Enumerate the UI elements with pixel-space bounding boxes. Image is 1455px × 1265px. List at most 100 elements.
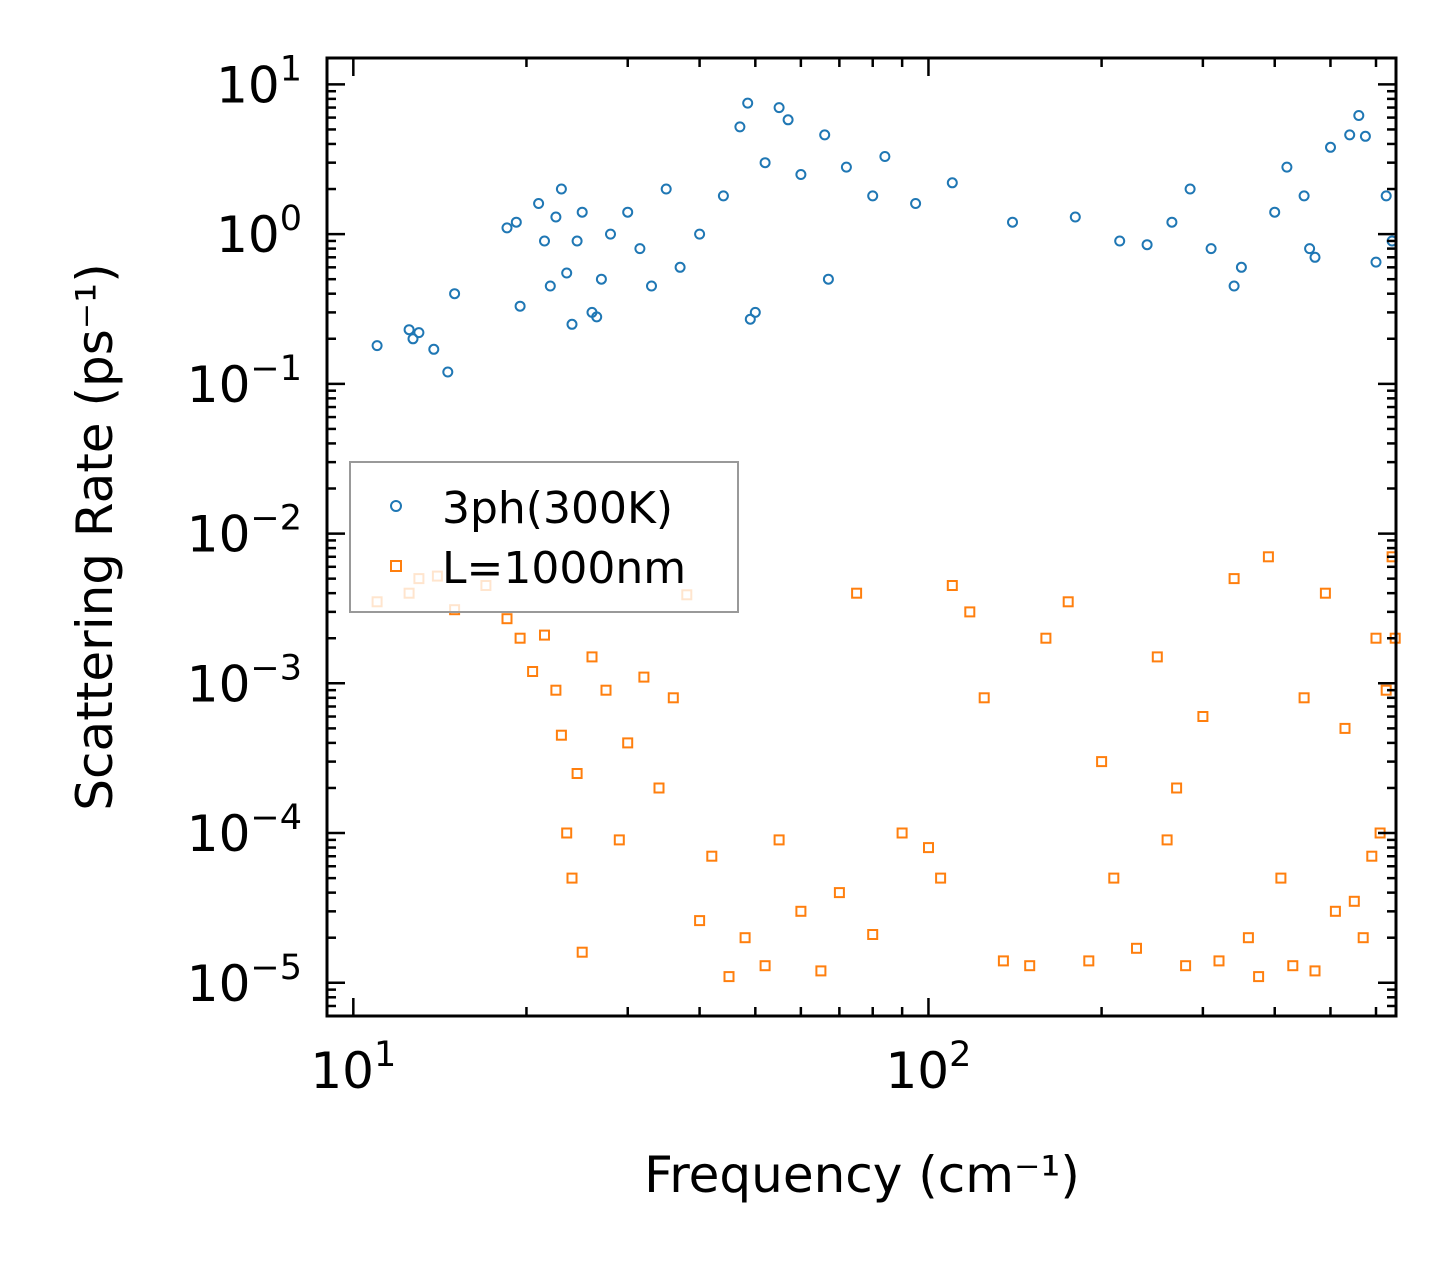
data-point [1235,261,1247,273]
data-point [706,850,718,862]
data-point [1213,955,1225,967]
data-point [653,782,665,794]
data-point [1096,756,1108,768]
series-3ph [371,97,1398,378]
data-point [622,737,634,749]
data-point [1171,782,1183,794]
data-point [1184,183,1196,195]
data-point [514,300,526,312]
data-point [1275,872,1287,884]
data-point [407,333,419,345]
data-point [851,587,863,599]
data-point [449,288,461,300]
data-point [840,161,852,173]
data-point [1309,251,1321,263]
data-point [815,965,827,977]
data-point [1269,206,1281,218]
data-point [371,340,383,352]
y-axis-title: Scattering Rate (ps⁻¹) [66,263,124,810]
data-point [964,606,976,618]
data-point [782,114,794,126]
data-point [1281,161,1293,173]
tick-layer [327,58,1396,1018]
data-point [634,243,646,255]
y-tick-label: 10−3 [187,648,302,713]
data-point [1309,965,1321,977]
data-point [1108,872,1120,884]
data-point [571,768,583,779]
data-point [694,228,706,240]
data-point [539,629,550,641]
label-layer: 101 102 101 100 10−1 10−2 10−3 10−4 10−5 [187,49,972,1100]
data-point [1228,280,1240,292]
data-point [867,929,879,940]
data-point [646,280,657,292]
y-tick-label: 10−2 [187,499,302,564]
data-point [742,97,754,109]
data-point [605,228,616,240]
data-point [1339,722,1351,734]
data-point [1062,596,1074,608]
data-point [544,280,556,292]
data-point [1298,190,1310,202]
data-point [1083,955,1095,967]
data-point [795,169,807,180]
data-point [595,273,607,285]
data-point [1287,960,1299,972]
data-point [1359,130,1371,142]
data-point [561,827,573,839]
data-point [501,222,513,234]
data-point [638,671,650,683]
data-point [613,834,625,846]
data-point [591,311,603,323]
data-point [773,834,785,846]
data-point [413,327,425,339]
data-point [946,177,958,189]
legend-label-3ph: 3ph(300K) [442,483,673,534]
data-point [586,651,598,663]
data-point [1325,141,1336,153]
data-point [694,915,706,927]
data-point [403,324,415,336]
data-point [1298,692,1310,704]
data-point [1357,932,1369,944]
data-point [795,905,807,917]
data-point [660,183,672,195]
x-tick-label: 101 [310,1035,396,1100]
series-boundary [371,551,1401,983]
legend-frame [349,461,739,613]
data-point [442,366,454,378]
legend-marker-boundary [390,560,402,572]
y-tick-label: 10−4 [187,798,302,863]
data-point [667,692,679,704]
legend-label-boundary: L=1000nm [442,543,686,594]
data-point [428,343,440,355]
legend-marker-3ph [390,500,402,512]
y-tick-label: 10−5 [187,948,302,1013]
data-point [576,946,588,958]
data-point [997,955,1009,967]
data-point [1242,932,1254,944]
data-point [1007,216,1018,228]
data-point [622,206,634,218]
data-point [555,729,567,741]
data-point [1151,651,1163,663]
data-point [1380,190,1392,202]
data-point [1348,895,1360,907]
data-point [539,235,550,247]
data-point [978,692,990,704]
data-point [759,960,771,972]
data-point [1319,587,1331,599]
data-point [1205,243,1217,255]
data-point [1166,216,1178,228]
data-point [723,971,735,983]
data-point [923,842,934,854]
data-point [674,261,686,273]
data-point [1366,850,1378,862]
x-tick-label: 102 [886,1035,972,1100]
y-tick-label: 100 [216,199,302,264]
data-point [1131,942,1142,954]
data-point [566,872,578,884]
data-point [1141,239,1153,251]
data-point [1114,235,1126,247]
